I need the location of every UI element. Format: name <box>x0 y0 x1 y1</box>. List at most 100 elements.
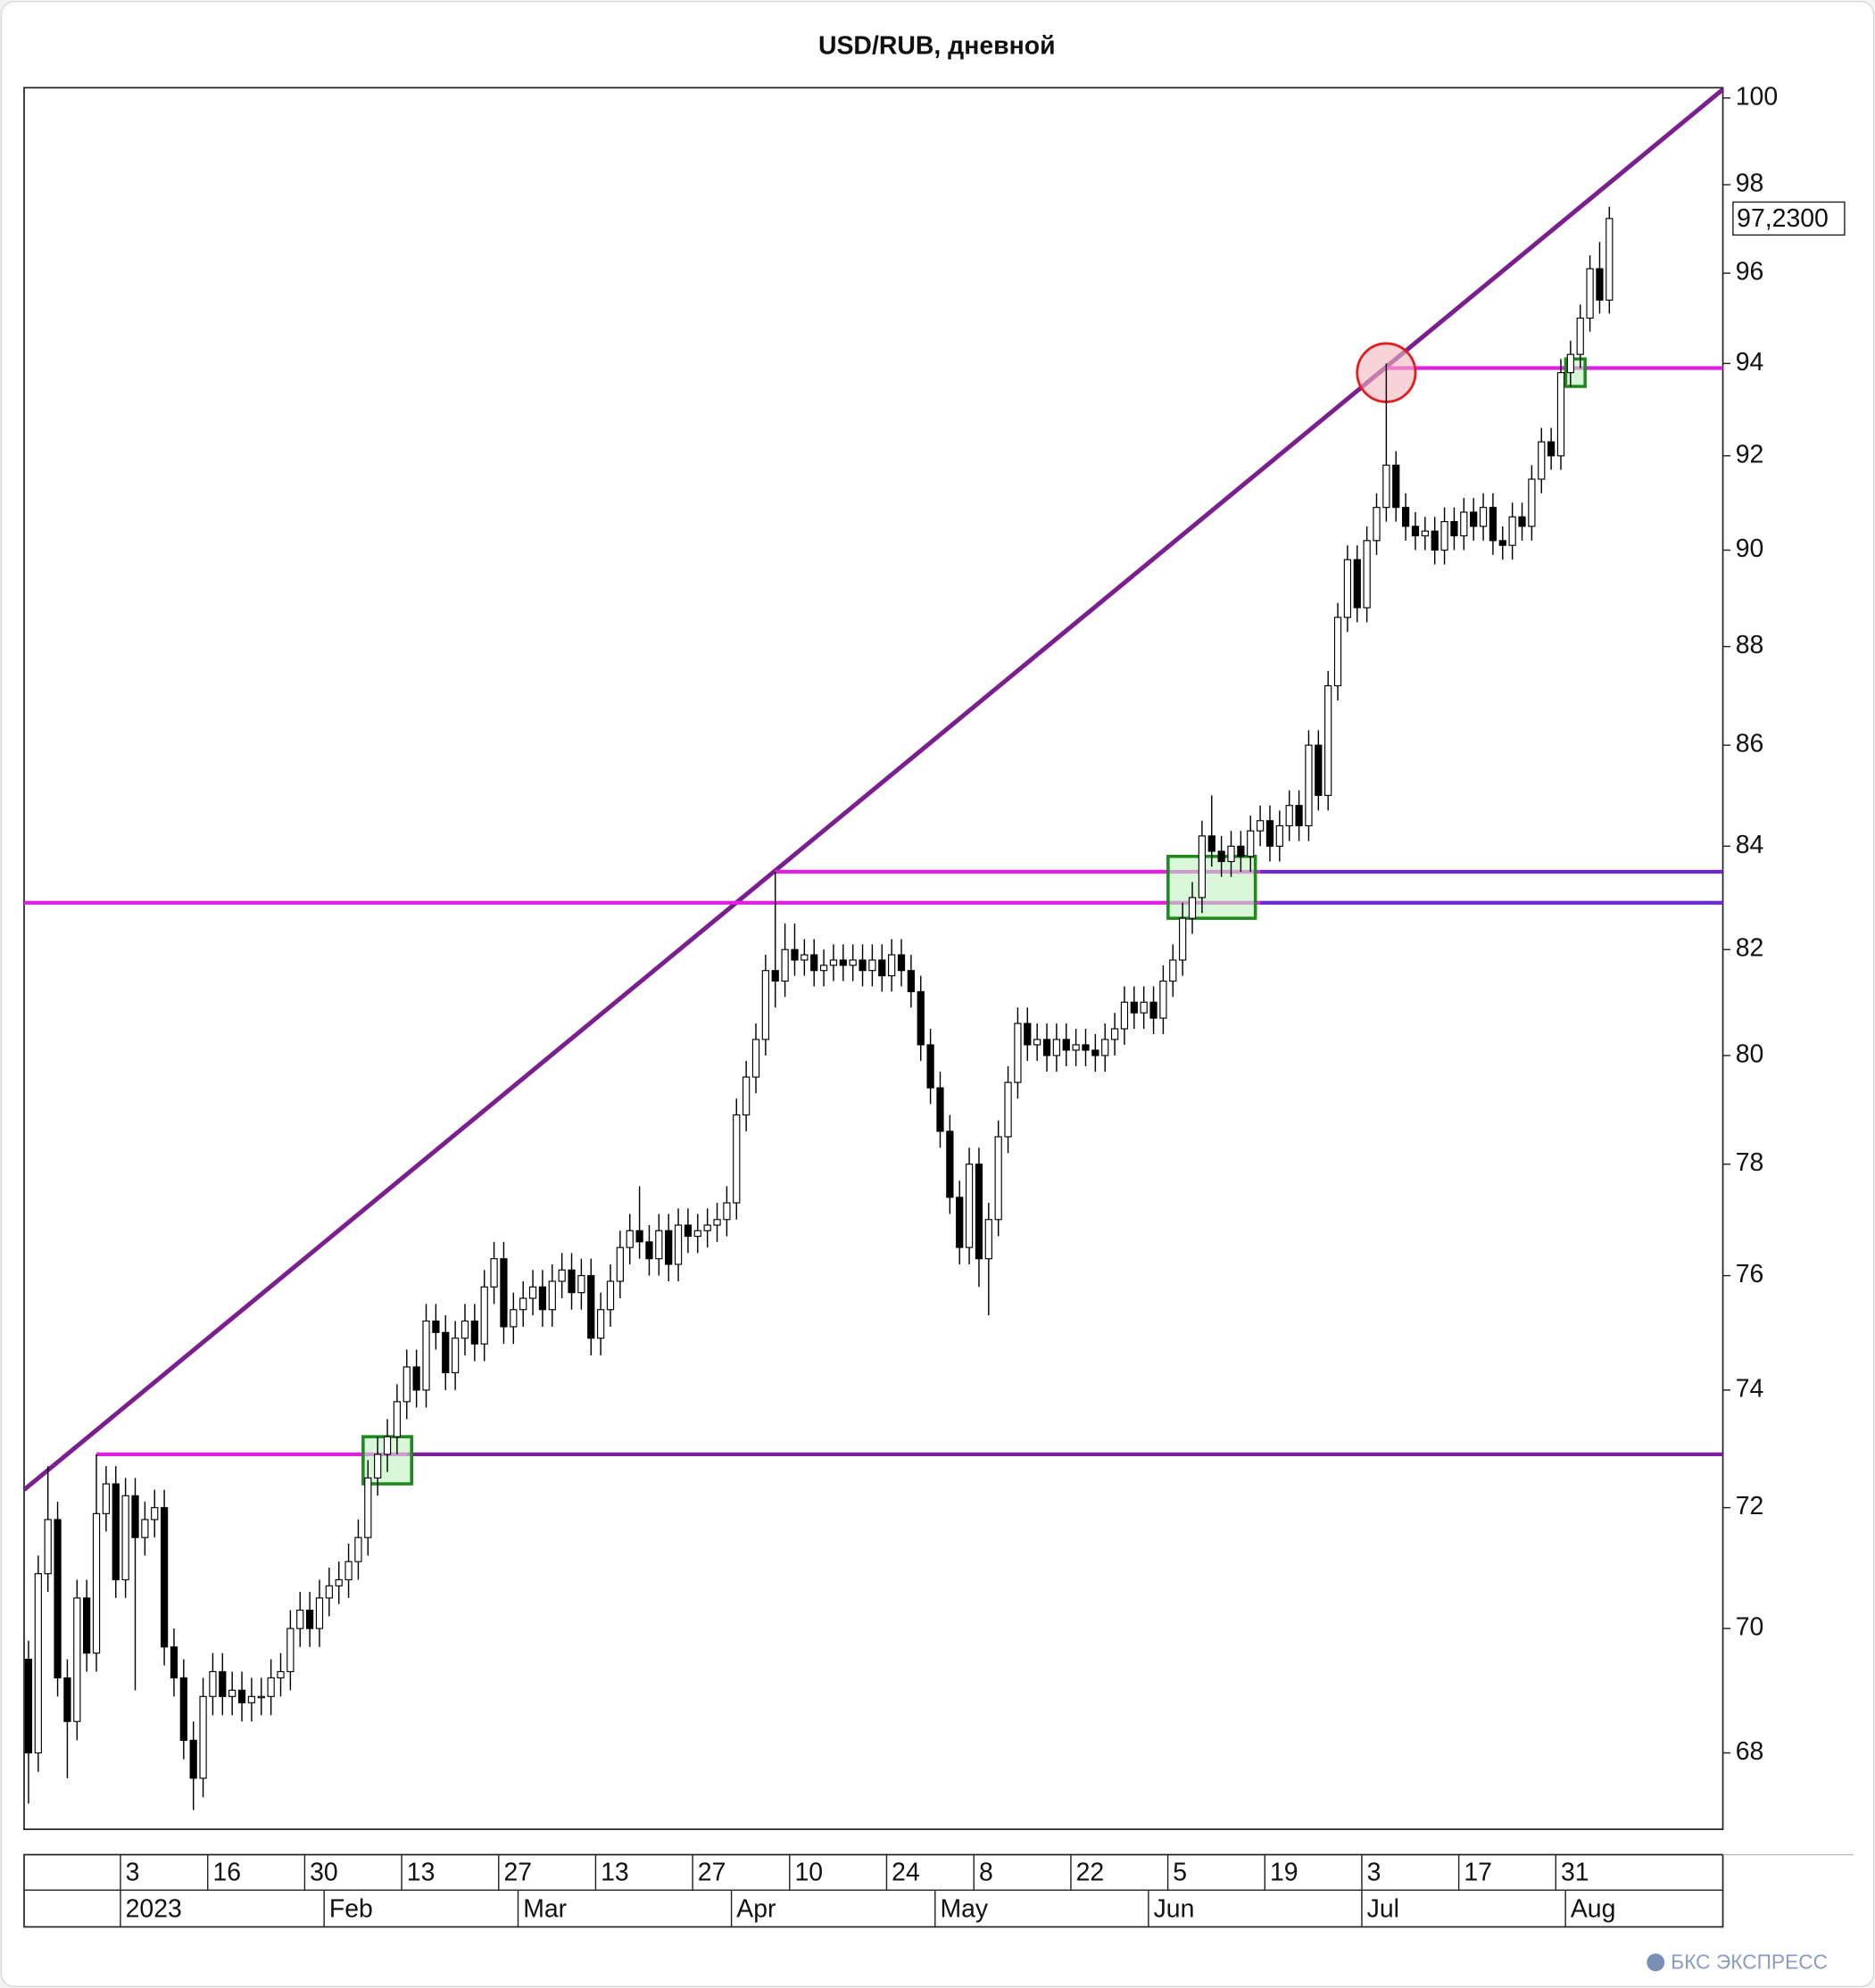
candle-body <box>733 1114 741 1204</box>
y-tick-label: 70 <box>1736 1613 1764 1642</box>
period-label: Apr <box>736 1895 776 1924</box>
candle-body <box>209 1670 217 1697</box>
candle-body <box>1024 1023 1032 1046</box>
candle-body <box>771 970 779 982</box>
candle-body <box>1470 511 1478 527</box>
candle-body <box>1110 1028 1119 1040</box>
x-tick-label: 3 <box>1367 1858 1381 1886</box>
candle-body <box>170 1646 178 1678</box>
candle-body <box>1130 1001 1138 1014</box>
x-tick-label: 27 <box>503 1858 532 1886</box>
watermark-icon <box>1647 1953 1665 1972</box>
candle-body <box>1392 464 1400 509</box>
y-tick-label: 80 <box>1736 1040 1764 1068</box>
candle-body <box>24 1659 33 1754</box>
candle-body <box>1440 520 1448 551</box>
candle-body <box>1120 1001 1129 1030</box>
candle-body <box>587 1275 595 1339</box>
candle-body <box>1179 917 1187 961</box>
candle-body <box>402 1366 411 1403</box>
candle-body <box>1333 617 1342 687</box>
candle-body <box>568 1269 576 1294</box>
candle-body <box>325 1585 333 1599</box>
candle-body <box>946 1131 954 1198</box>
candle-body <box>286 1628 295 1673</box>
candle-body <box>665 1230 673 1265</box>
candle-body <box>1052 1039 1061 1056</box>
candle-body <box>277 1670 285 1678</box>
candle-body <box>92 1512 101 1654</box>
candle-body <box>1343 559 1352 618</box>
candle-body <box>267 1677 275 1697</box>
candle-body <box>460 1320 469 1339</box>
candle-body <box>528 1286 537 1299</box>
x-tick-label: 13 <box>407 1858 436 1886</box>
x-tick-label: 19 <box>1270 1858 1298 1886</box>
candle-body <box>199 1695 207 1779</box>
watermark: БКС ЭКСПРЕСС <box>1671 1951 1828 1974</box>
candle-body <box>237 1689 246 1703</box>
candle-body <box>936 1087 944 1132</box>
y-tick-label: 68 <box>1736 1737 1764 1766</box>
candle-body <box>1508 516 1516 546</box>
candle-body <box>1237 845 1245 857</box>
candle-body <box>801 954 809 961</box>
x-tick-label: 27 <box>698 1858 726 1886</box>
candle-body <box>1217 850 1225 863</box>
candle-body <box>510 1309 518 1328</box>
candle-body <box>626 1230 634 1248</box>
candle-body <box>994 1136 1002 1221</box>
x-tick-label: 31 <box>1561 1858 1589 1886</box>
y-tick-label: 88 <box>1736 631 1764 659</box>
candle-body <box>888 954 896 977</box>
x-tick-label: 8 <box>979 1858 993 1886</box>
candle-body <box>975 1164 983 1260</box>
candle-body <box>160 1507 169 1648</box>
candle-body <box>63 1677 71 1722</box>
candle-body <box>1159 980 1167 1019</box>
x-tick-label: 17 <box>1464 1858 1492 1886</box>
candle-body <box>965 1164 974 1248</box>
candle-body <box>257 1695 265 1699</box>
x-tick-label: 22 <box>1076 1858 1105 1886</box>
candle-body <box>868 959 876 972</box>
period-label: Feb <box>329 1895 373 1924</box>
candle-body <box>1363 540 1371 609</box>
candle-body <box>606 1280 615 1311</box>
candle-body <box>693 1230 701 1238</box>
candle-body <box>713 1219 721 1226</box>
candle-body <box>219 1670 227 1697</box>
candle-body <box>102 1483 111 1514</box>
trendline <box>22 87 1725 1492</box>
candle-body <box>1062 1039 1070 1051</box>
period-label: May <box>940 1895 988 1924</box>
plot-area <box>23 87 1724 1830</box>
candle-body <box>315 1597 324 1629</box>
candle-body <box>1295 805 1303 827</box>
candle-body <box>470 1320 478 1345</box>
candle-body <box>1498 540 1506 546</box>
candle-body <box>723 1202 731 1221</box>
candle-body <box>1566 353 1574 374</box>
candle-body <box>761 970 769 1040</box>
candle-body <box>1479 507 1488 527</box>
candle-body <box>73 1597 81 1722</box>
candle-body <box>558 1269 566 1282</box>
candle-body <box>1605 218 1614 301</box>
chart-title: USD/RUB, дневной <box>818 31 1056 60</box>
candle-body <box>548 1280 556 1311</box>
candle-body <box>1401 507 1410 527</box>
candle-body <box>452 1338 460 1373</box>
candle-body <box>305 1609 314 1629</box>
y-tick-label: 94 <box>1736 348 1764 377</box>
x-tick-label: 10 <box>794 1858 823 1886</box>
candle-body <box>1450 520 1458 537</box>
candle-body <box>1033 1039 1041 1046</box>
y-tick-label: 84 <box>1736 831 1764 859</box>
candle-body <box>422 1320 430 1391</box>
candle-body <box>751 1039 760 1078</box>
candle-body <box>141 1519 149 1538</box>
period-label: Aug <box>1571 1895 1616 1924</box>
candle-body <box>1072 1044 1080 1051</box>
